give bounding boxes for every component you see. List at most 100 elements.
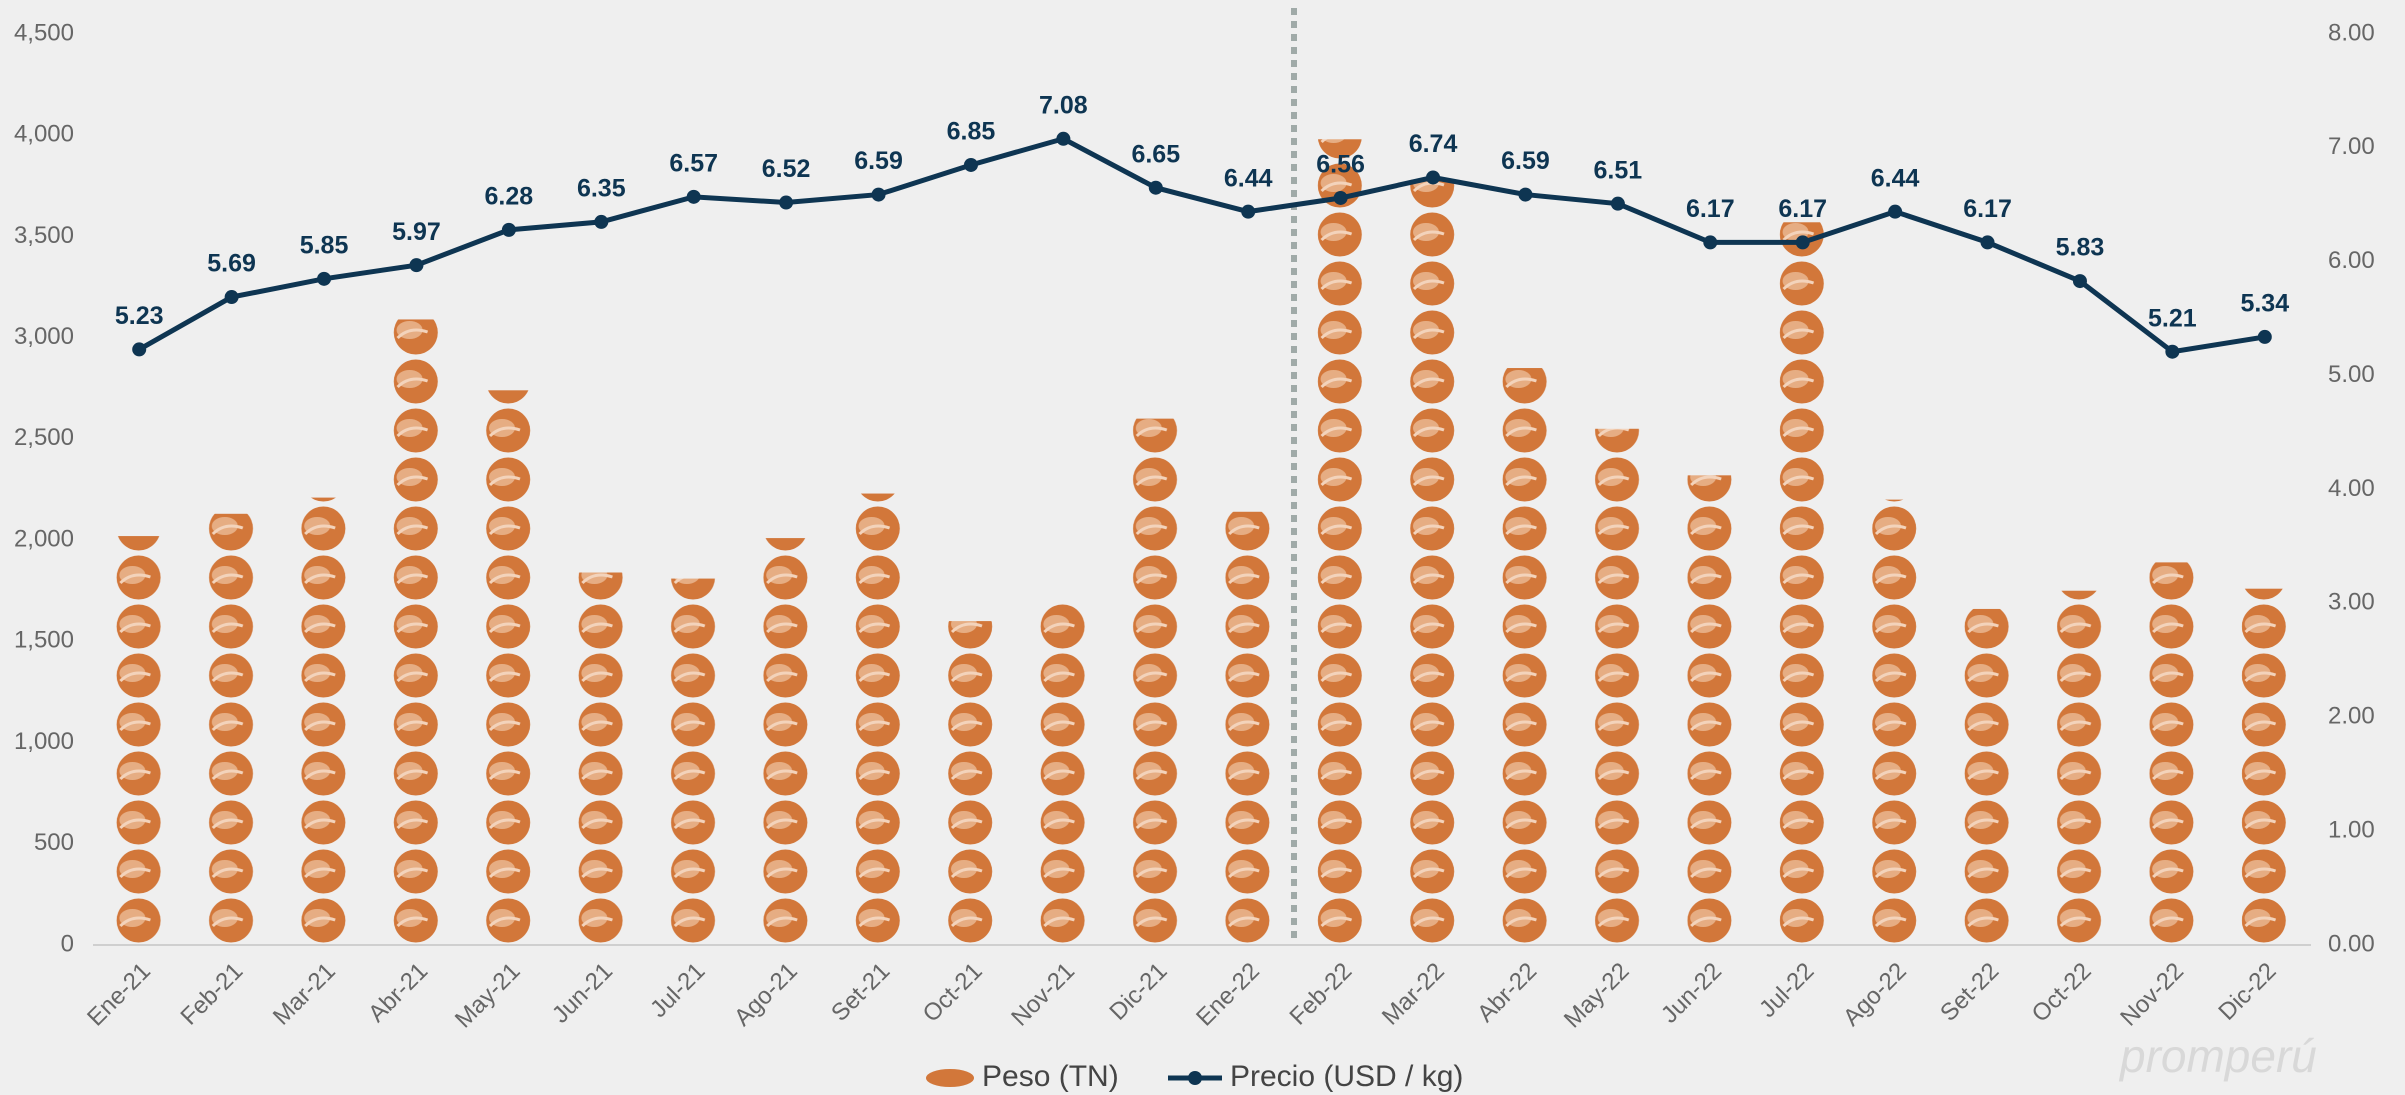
price-marker (2165, 344, 2180, 359)
pictogram-bar (1964, 608, 2011, 945)
x-tick-label: Feb-21 (175, 958, 248, 1031)
price-marker (409, 258, 424, 273)
x-tick-label: Oct-22 (2027, 958, 2097, 1028)
x-tick-label: Ago-22 (1838, 958, 1912, 1032)
x-tick-label: Feb-22 (1284, 958, 1357, 1031)
pictogram-bar (855, 493, 902, 945)
y2-tick-label: 8.00 (2328, 19, 2375, 46)
legend-label: Peso (TN) (982, 1060, 1119, 1093)
pictogram-bar (208, 513, 255, 945)
data-label: 5.34 (2240, 290, 2289, 318)
price-marker (1056, 131, 1071, 146)
y2-tick-label: 6.00 (2328, 247, 2375, 274)
y-tick-label: 2,500 (14, 424, 74, 451)
price-marker (1795, 235, 1810, 250)
x-tick-label: Ene-22 (1191, 958, 1265, 1032)
data-label: 6.17 (1963, 195, 2012, 223)
y2-tick-label: 5.00 (2328, 361, 2375, 388)
pictogram-bar (947, 621, 994, 945)
x-tick-label: Nov-21 (1006, 958, 1080, 1032)
pictogram-bar (1779, 222, 1826, 946)
x-tick-label: Set-21 (826, 958, 895, 1027)
price-marker (1703, 235, 1718, 250)
x-tick-label: Ene-21 (82, 958, 156, 1032)
data-label: 6.28 (485, 182, 534, 210)
data-label: 6.59 (1501, 147, 1550, 175)
data-label: 6.74 (1409, 130, 1458, 158)
data-label: 5.97 (392, 218, 441, 246)
y-tick-label: 1,000 (14, 728, 74, 755)
pictogram-bar (763, 538, 810, 945)
price-marker (1518, 187, 1533, 202)
pictogram-bar (301, 497, 348, 945)
data-label: 6.85 (947, 118, 996, 146)
pictogram-bar (1502, 368, 1549, 945)
pictogram-bar (1410, 179, 1457, 945)
pictogram-bar (1040, 602, 1087, 945)
x-tick-label: Jul-22 (1754, 958, 1819, 1023)
y2-tick-label: 1.00 (2328, 816, 2375, 843)
x-tick-label: Set-22 (1935, 958, 2004, 1027)
pictogram-bar (1687, 475, 1734, 945)
data-label: 5.69 (207, 250, 256, 278)
x-tick-label: May-21 (450, 958, 526, 1034)
x-tick-label: Abr-21 (363, 958, 433, 1028)
y-tick-label: 4,500 (14, 19, 74, 46)
data-label: 7.08 (1039, 91, 1088, 119)
data-label: 6.65 (1131, 140, 1180, 168)
data-label: 5.21 (2148, 304, 2197, 332)
price-marker (1610, 196, 1625, 211)
price-marker (1980, 235, 1995, 250)
y-tick-label: 3,000 (14, 323, 74, 350)
price-marker (1888, 204, 1903, 219)
x-tick-label: Mar-21 (268, 958, 341, 1031)
legend-label: Precio (USD / kg) (1230, 1060, 1463, 1093)
data-label: 5.83 (2056, 234, 2105, 262)
price-marker (501, 222, 516, 237)
price-marker (871, 187, 886, 202)
price-marker (1333, 190, 1348, 205)
x-tick-label: Dic-22 (2213, 958, 2281, 1026)
data-label: 6.44 (1224, 164, 1273, 192)
data-label: 6.57 (669, 149, 718, 177)
data-label: 6.56 (1316, 151, 1365, 179)
price-marker (1241, 204, 1256, 219)
watermark: promperú (2118, 1030, 2317, 1082)
y2-tick-label: 0.00 (2328, 930, 2375, 957)
pictogram-bar (116, 536, 163, 945)
y-tick-label: 500 (34, 829, 74, 856)
price-marker (686, 189, 701, 204)
pictogram-bar (393, 319, 440, 945)
data-label: 6.51 (1594, 156, 1643, 184)
y-tick-label: 4,000 (14, 121, 74, 148)
x-tick-label: Oct-21 (918, 958, 988, 1028)
price-marker (2072, 274, 2087, 289)
price-marker (224, 290, 239, 305)
y-tick-label: 1,500 (14, 627, 74, 654)
price-marker (317, 271, 332, 286)
pictogram-bar (485, 390, 532, 945)
y-tick-label: 2,000 (14, 525, 74, 552)
pictogram-bar (670, 578, 717, 945)
legend-swatch (926, 1069, 974, 1087)
data-label: 6.35 (577, 175, 626, 203)
pictogram-bar (1594, 428, 1641, 945)
pictogram-bar (1872, 499, 1919, 945)
pictogram-bar (2056, 590, 2103, 945)
price-marker (1148, 180, 1163, 195)
legend-swatch (1188, 1071, 1202, 1085)
price-marker (132, 342, 147, 357)
price-marker (1426, 170, 1441, 185)
data-label: 6.17 (1686, 195, 1735, 223)
data-label: 6.17 (1778, 195, 1827, 223)
price-marker (963, 157, 978, 172)
y2-tick-label: 4.00 (2328, 475, 2375, 502)
y-tick-label: 0 (61, 930, 74, 957)
y2-tick-label: 2.00 (2328, 703, 2375, 730)
x-tick-label: Jun-22 (1656, 958, 1727, 1029)
y2-tick-label: 7.00 (2328, 133, 2375, 160)
pictogram-bar (1317, 139, 1364, 945)
data-label: 5.23 (115, 302, 164, 330)
